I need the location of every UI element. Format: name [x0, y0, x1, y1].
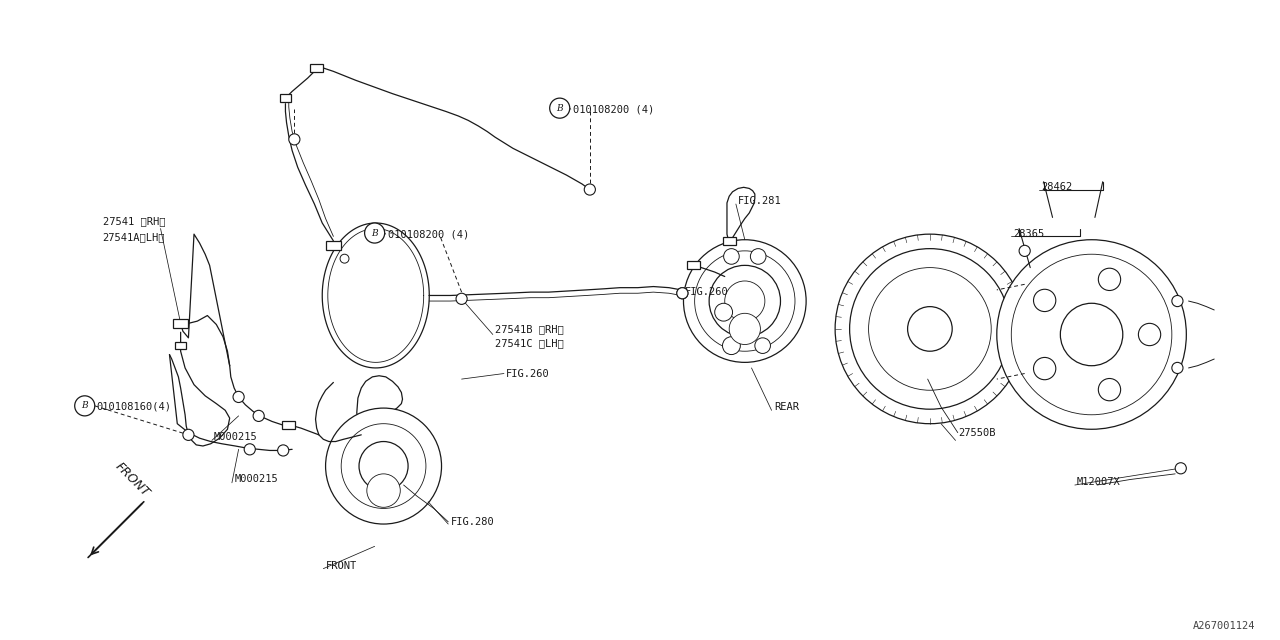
Circle shape — [253, 410, 264, 422]
Circle shape — [1098, 378, 1120, 401]
Circle shape — [325, 408, 442, 524]
Circle shape — [584, 184, 595, 195]
Circle shape — [723, 249, 740, 264]
FancyBboxPatch shape — [310, 64, 324, 72]
Circle shape — [340, 254, 349, 263]
Text: FIG.281: FIG.281 — [739, 196, 782, 205]
Text: FRONT: FRONT — [113, 460, 152, 499]
FancyBboxPatch shape — [687, 262, 700, 269]
Text: B: B — [371, 228, 378, 237]
Circle shape — [1175, 463, 1187, 474]
Circle shape — [1033, 289, 1056, 312]
Text: FIG.280: FIG.280 — [451, 517, 494, 527]
Circle shape — [365, 223, 385, 243]
FancyBboxPatch shape — [175, 342, 186, 349]
Text: A267001124: A267001124 — [1193, 621, 1256, 631]
FancyBboxPatch shape — [280, 94, 291, 102]
Text: 010108160(4): 010108160(4) — [96, 402, 172, 412]
Circle shape — [358, 442, 408, 491]
Circle shape — [750, 249, 765, 264]
Text: 27550B: 27550B — [957, 428, 996, 438]
Text: FIG.260: FIG.260 — [685, 287, 728, 297]
Circle shape — [835, 234, 1025, 424]
Text: M000215: M000215 — [234, 474, 278, 484]
Text: M000215: M000215 — [214, 432, 257, 442]
Circle shape — [289, 134, 300, 145]
Circle shape — [1172, 296, 1183, 307]
Text: FIG.260: FIG.260 — [506, 369, 550, 378]
Circle shape — [695, 251, 795, 351]
Circle shape — [677, 287, 687, 299]
Text: 27541B 〈RH〉: 27541B 〈RH〉 — [495, 324, 563, 334]
Circle shape — [74, 396, 95, 416]
Circle shape — [1138, 323, 1161, 346]
FancyBboxPatch shape — [325, 241, 342, 250]
Text: 27541 〈RH〉: 27541 〈RH〉 — [102, 216, 165, 226]
Text: 28462: 28462 — [1042, 182, 1073, 192]
FancyBboxPatch shape — [282, 421, 296, 429]
Circle shape — [997, 240, 1187, 429]
Circle shape — [342, 424, 426, 508]
Circle shape — [755, 338, 771, 353]
Text: 010108200 (4): 010108200 (4) — [388, 229, 470, 239]
Circle shape — [869, 268, 991, 390]
Text: REAR: REAR — [774, 402, 799, 412]
Circle shape — [278, 445, 289, 456]
Text: 27541C 〈LH〉: 27541C 〈LH〉 — [495, 339, 563, 348]
Text: 27541A〈LH〉: 27541A〈LH〉 — [102, 232, 165, 243]
Text: B: B — [82, 401, 88, 410]
Circle shape — [1011, 254, 1172, 415]
Circle shape — [724, 281, 765, 321]
Text: B: B — [557, 104, 563, 113]
Circle shape — [367, 474, 401, 508]
Text: 28365: 28365 — [1014, 229, 1044, 239]
Circle shape — [1060, 303, 1123, 365]
Circle shape — [684, 240, 806, 362]
FancyBboxPatch shape — [722, 237, 736, 244]
Circle shape — [730, 314, 760, 344]
Circle shape — [549, 98, 570, 118]
Text: FRONT: FRONT — [325, 561, 357, 572]
Circle shape — [1098, 268, 1120, 291]
FancyBboxPatch shape — [173, 319, 188, 328]
Circle shape — [1019, 245, 1030, 257]
Circle shape — [183, 429, 195, 440]
Text: M12007X: M12007X — [1076, 477, 1121, 486]
Circle shape — [709, 266, 781, 337]
Circle shape — [456, 293, 467, 305]
Circle shape — [677, 287, 687, 299]
Circle shape — [1172, 362, 1183, 374]
Circle shape — [233, 391, 244, 403]
Circle shape — [1033, 357, 1056, 380]
Circle shape — [908, 307, 952, 351]
Circle shape — [722, 337, 740, 355]
Circle shape — [714, 303, 732, 321]
Circle shape — [850, 249, 1010, 409]
Text: 010108200 (4): 010108200 (4) — [573, 104, 654, 115]
Circle shape — [244, 444, 255, 455]
